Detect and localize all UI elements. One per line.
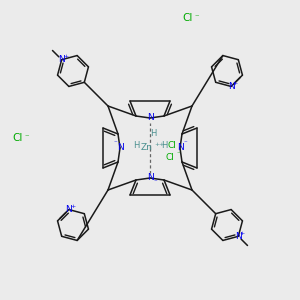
Text: ⁻: ⁻ [22, 133, 30, 142]
Text: N: N [177, 143, 183, 152]
Text: N: N [235, 232, 242, 241]
Text: N: N [117, 143, 123, 152]
Text: Cl: Cl [166, 152, 174, 161]
Text: ⁻: ⁻ [176, 151, 180, 157]
Text: Cl: Cl [168, 142, 176, 151]
Text: +: + [70, 204, 76, 209]
Text: +: + [232, 81, 238, 86]
Text: Cl: Cl [183, 13, 193, 23]
Text: N: N [147, 173, 153, 182]
Text: ⁻: ⁻ [192, 13, 200, 22]
Text: ⁻: ⁻ [183, 140, 187, 146]
Text: +: + [240, 231, 245, 236]
Text: ⁻: ⁻ [153, 179, 157, 185]
Text: H: H [133, 140, 139, 149]
Text: Cl: Cl [13, 133, 23, 143]
Text: N: N [58, 55, 65, 64]
Text: ++: ++ [155, 142, 165, 148]
Text: N: N [65, 205, 72, 214]
Text: N: N [228, 82, 235, 91]
Text: H: H [150, 130, 156, 139]
Text: Zn: Zn [141, 143, 153, 152]
Text: H: H [161, 140, 167, 149]
Text: N: N [147, 113, 153, 122]
Text: +: + [63, 54, 68, 59]
Text: ⁻: ⁻ [113, 140, 117, 146]
